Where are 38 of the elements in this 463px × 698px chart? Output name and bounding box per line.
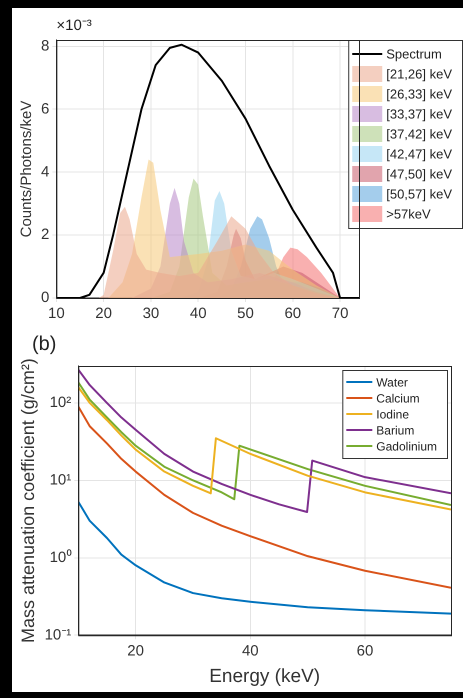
x-tick-label: 60 — [284, 305, 302, 322]
x-tick-label: 30 — [142, 305, 160, 322]
y-axis-title: Mass attenuation coefficient (g/cm²) — [18, 358, 38, 643]
legend-label: [37,42] keV — [386, 126, 452, 142]
legend-label: [33,37] keV — [386, 106, 452, 122]
legend-label: [47,50] keV — [386, 166, 452, 182]
legend-label: Spectrum — [386, 46, 442, 62]
legend-label: Iodine — [376, 407, 410, 422]
y-tick-label: 10⁰ — [50, 548, 72, 566]
text: (b) — [32, 333, 56, 355]
legend-label: [26,33] keV — [386, 86, 452, 102]
y-tick-label: 2 — [41, 226, 50, 244]
text: ×10⁻³ — [56, 17, 92, 34]
y-tick-label: 6 — [41, 100, 50, 118]
y-tick-label: 4 — [41, 163, 50, 180]
y-tick-label: 8 — [41, 37, 50, 54]
y-tick-label: 0 — [41, 289, 50, 306]
x-tick-label: 40 — [190, 305, 207, 322]
legend-label: Water — [376, 375, 408, 390]
y-tick-label: 10⁻¹ — [44, 626, 72, 644]
x-tick-label: 40 — [242, 642, 259, 660]
x-tick-label: 20 — [127, 642, 144, 660]
legend-label: [21,26] keV — [386, 66, 452, 82]
x-tick-label: 10 — [48, 305, 65, 322]
legend-label: Gadolinium — [376, 439, 438, 454]
x-tick-label: 60 — [356, 642, 374, 660]
x-axis-title: Energy (keV) — [209, 666, 320, 687]
legend-label: >57keV — [386, 206, 432, 222]
legend-label: [50,57] keV — [386, 186, 452, 202]
legend-label: Calcium — [376, 391, 420, 406]
legend-label: Barium — [376, 423, 414, 438]
y-tick-label: 10¹ — [50, 472, 72, 488]
x-tick-label: 70 — [332, 305, 348, 322]
x-tick-label: 20 — [95, 305, 112, 322]
y-tick-label: 10² — [50, 394, 72, 412]
x-tick-label: 50 — [237, 305, 254, 322]
y-axis-title: Counts/Photons/keV — [18, 100, 36, 238]
legend-label: [42,47] keV — [386, 146, 452, 162]
